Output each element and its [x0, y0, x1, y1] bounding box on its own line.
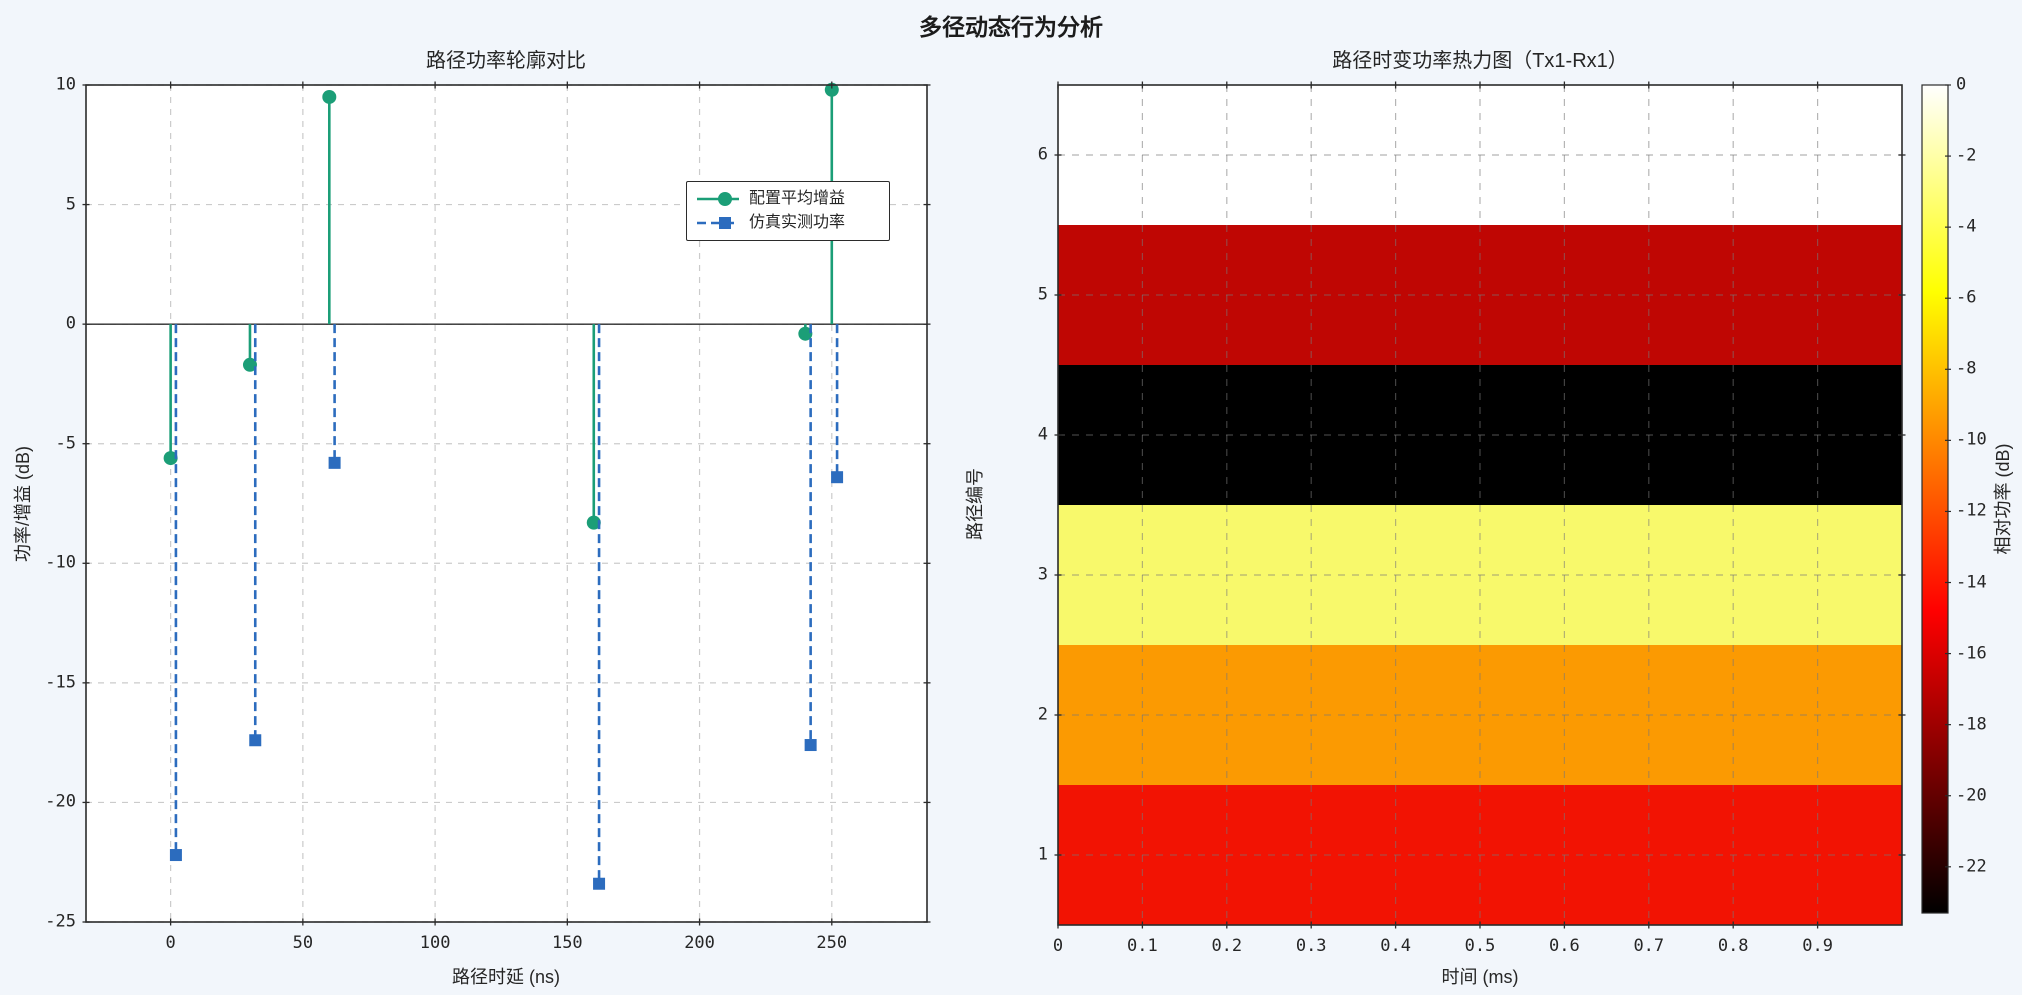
- y-tick-label: -5: [55, 433, 76, 454]
- colorbar-label: 相对功率 (dB): [1993, 443, 2013, 555]
- legend-label: 仿真实测功率: [749, 214, 846, 231]
- y-tick-label: 5: [65, 194, 76, 215]
- heatmap-ylabel: 路径编号: [965, 468, 985, 540]
- x-tick-label: 0.8: [1717, 936, 1749, 956]
- x-tick-label: 0.7: [1633, 936, 1665, 956]
- stem-series-measured-power: [169, 324, 844, 890]
- y-tick-label: -20: [45, 791, 76, 812]
- heatmap-grid: [1058, 85, 1902, 925]
- legend-label: 配置平均增益: [749, 190, 846, 208]
- colorbar-tick-label: -16: [1956, 643, 1987, 664]
- x-tick-label: 0.3: [1295, 936, 1327, 956]
- x-tick-label: 0.5: [1464, 936, 1496, 956]
- colorbar-tick-label: -8: [1956, 358, 1977, 379]
- x-tick-label: 0: [165, 933, 176, 953]
- y-tick-label: 10: [55, 74, 76, 95]
- colorbar-tick-marks: [1945, 84, 1951, 868]
- colorbar-tick-label: -10: [1956, 429, 1987, 450]
- colorbar-tick-label: -2: [1956, 145, 1977, 166]
- legend: 配置平均增益 仿真实测功率: [686, 181, 890, 241]
- y-tick-label: -25: [45, 911, 76, 932]
- x-tick-label: 0: [1052, 936, 1064, 956]
- y-tick-label: 4: [1037, 424, 1048, 445]
- heatmap-xlabel: 时间 (ms): [1441, 967, 1519, 987]
- y-tick-label: 6: [1037, 144, 1048, 165]
- stem-plot-ylabel: 功率/增益 (dB): [13, 445, 33, 563]
- colorbar-tick-label: -22: [1956, 856, 1987, 877]
- legend-sample-solid-circle: [697, 192, 739, 207]
- stem-plot-title: 路径功率轮廓对比: [426, 50, 586, 72]
- y-tick-label: 2: [1037, 704, 1048, 725]
- x-tick-label: 100: [419, 933, 451, 953]
- colorbar-tick-label: -12: [1956, 500, 1987, 521]
- x-tick-label: 50: [292, 933, 314, 953]
- y-tick-label: 0: [65, 313, 76, 334]
- stem-plot-xlabel: 路径时延 (ns): [452, 967, 560, 987]
- x-tick-label: 0.4: [1380, 936, 1411, 956]
- y-tick-label: 5: [1037, 284, 1048, 305]
- x-tick-label: 0.6: [1549, 936, 1580, 956]
- stem-tick-marks: [82, 81, 931, 926]
- stem-series-configured-gain: [163, 82, 839, 530]
- heatmap-tick-marks: [1054, 81, 1906, 929]
- legend-sample-dashed-square: [697, 216, 739, 229]
- legend-item-configured-gain: 配置平均增益: [695, 190, 879, 208]
- colorbar: [1921, 84, 1951, 914]
- y-tick-label: 1: [1037, 844, 1048, 865]
- x-tick-label: 0.9: [1802, 936, 1833, 956]
- colorbar-tick-label: -20: [1956, 785, 1987, 806]
- y-tick-label: -10: [45, 552, 76, 573]
- heatmap-title: 路径时变功率热力图（Tx1-Rx1）: [1332, 50, 1628, 72]
- x-tick-label: 250: [816, 933, 848, 953]
- legend-item-measured-power: 仿真实测功率: [695, 214, 879, 232]
- x-tick-label: 0.2: [1211, 936, 1243, 956]
- x-tick-label: 200: [684, 933, 715, 953]
- x-tick-label: 150: [551, 933, 583, 953]
- colorbar-tick-label: 0: [1956, 74, 1967, 95]
- y-tick-label: 3: [1037, 564, 1048, 585]
- colorbar-tick-label: -14: [1956, 572, 1987, 592]
- figure-title: 多径动态行为分析: [919, 14, 1103, 40]
- colorbar-tick-label: -6: [1956, 287, 1977, 308]
- y-tick-label: -15: [45, 672, 76, 693]
- colorbar-tick-label: -18: [1956, 714, 1987, 735]
- x-tick-label: 0.1: [1127, 936, 1158, 956]
- heatmap-axes: [1054, 81, 1906, 929]
- colorbar-tick-label: -4: [1956, 216, 1977, 237]
